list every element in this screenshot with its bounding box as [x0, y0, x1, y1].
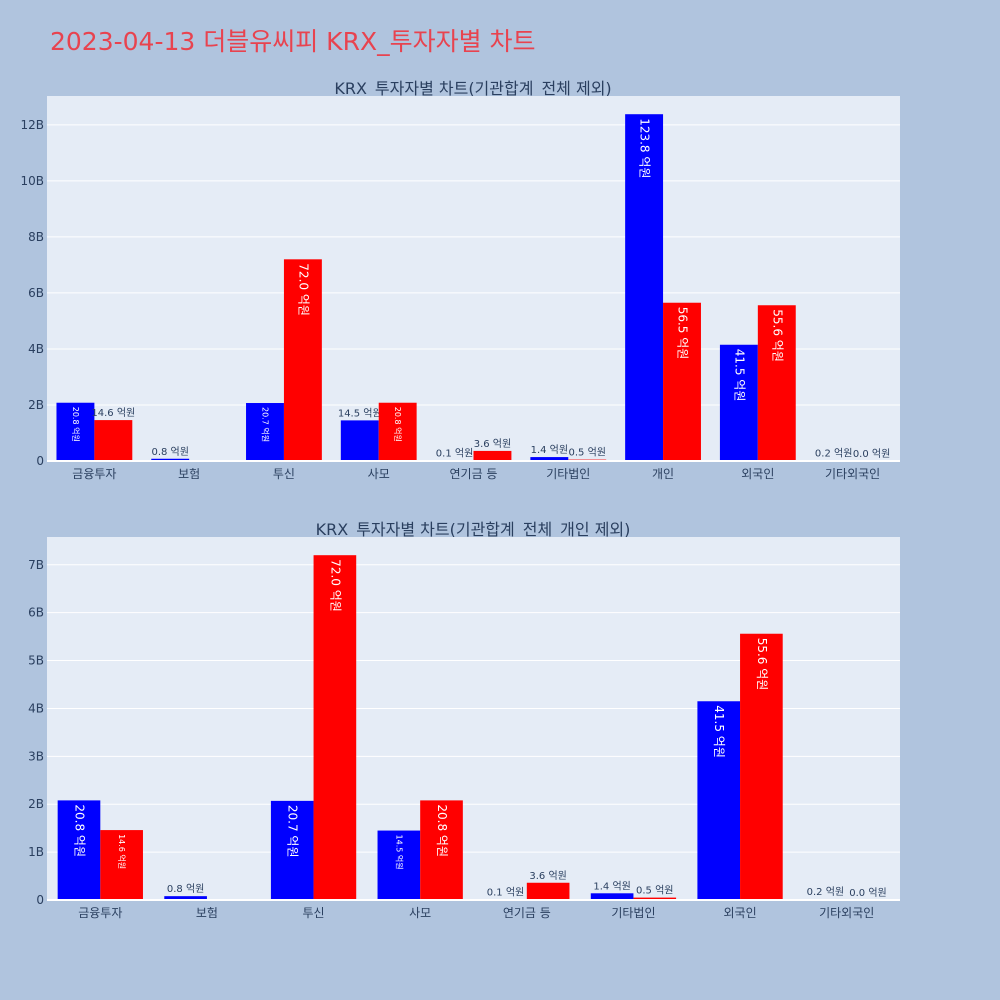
y-tick-label: 5B	[28, 654, 44, 668]
bar	[740, 633, 783, 900]
bar	[719, 344, 758, 461]
x-tick-label: 보험	[196, 906, 218, 920]
data-label: 0.1 억원	[436, 448, 473, 460]
y-tick-label: 6B	[28, 286, 44, 300]
data-label: 20.7 억원	[260, 407, 270, 442]
y-tick-label: 8B	[28, 230, 44, 244]
bar	[283, 259, 322, 461]
bar	[530, 457, 569, 461]
data-label: 56.5 억원	[676, 307, 690, 360]
bar	[663, 302, 701, 461]
y-tick-label: 4B	[28, 342, 44, 356]
x-tick-label: 보험	[178, 467, 200, 481]
x-tick-label: 외국인	[741, 467, 774, 481]
bar	[94, 420, 133, 461]
x-tick-label: 개인	[652, 467, 674, 481]
data-label: 0.0 억원	[853, 448, 890, 460]
data-label: 41.5 억원	[712, 705, 726, 758]
data-label: 0.1 억원	[487, 887, 524, 899]
x-tick-label: 사모	[409, 906, 431, 920]
bar	[633, 897, 677, 900]
bar	[625, 114, 664, 462]
y-tick-label: 2B	[28, 398, 44, 412]
data-label: 20.8 억원	[71, 407, 81, 442]
x-tick-label: 투신	[273, 467, 295, 481]
data-label: 14.5 억원	[394, 835, 404, 870]
x-tick-label: 기타법인	[546, 467, 590, 481]
data-label: 14.6 억원	[91, 407, 135, 419]
bar	[164, 896, 207, 900]
bar	[56, 402, 95, 461]
y-tick-label: 4B	[28, 701, 44, 715]
data-label: 20.8 억원	[435, 804, 449, 857]
bar	[757, 305, 796, 461]
data-label: 20.7 억원	[286, 805, 300, 858]
chart-bottom: KRX_투자자별 차트(기관합계_전체_개인 제외) 0 1B 2B 3B 4B 5B 6B…	[28, 520, 900, 920]
data-label: 14.5 억원	[338, 407, 382, 419]
data-label: 55.6 억원	[770, 309, 784, 362]
bar	[57, 800, 101, 900]
data-label: 0.8 억원	[151, 446, 188, 458]
bar	[473, 450, 512, 461]
y-tick-label: 7B	[28, 558, 44, 572]
bar	[151, 458, 190, 461]
data-label: 20.8 억원	[72, 804, 86, 857]
data-label: 14.6 억원	[117, 834, 127, 869]
x-tick-label: 기타외국인	[819, 906, 874, 920]
data-label: 0.8 억원	[167, 883, 204, 895]
data-label: 55.6 억원	[755, 638, 769, 691]
data-label: 3.6 억원	[474, 438, 511, 450]
y-tick-label: 3B	[28, 749, 44, 763]
bar	[420, 800, 463, 900]
data-label: 20.8 억원	[393, 407, 403, 442]
bar	[340, 420, 379, 461]
bar	[526, 882, 570, 900]
bar	[313, 555, 357, 900]
y-tick-label: 6B	[28, 606, 44, 620]
x-tick-label: 투신	[303, 906, 325, 920]
y-tick-label: 10B	[20, 174, 44, 188]
data-label: 0.2 억원	[815, 447, 852, 459]
y-tick-label: 0	[36, 893, 44, 907]
data-label: 0.0 억원	[849, 887, 886, 899]
x-tick-label: 외국인	[724, 906, 757, 920]
y-tick-label: 0	[36, 454, 44, 468]
bar	[590, 893, 634, 900]
data-label: 72.0 억원	[328, 559, 342, 612]
data-label: 41.5 억원	[732, 349, 746, 402]
x-tick-label: 금융투자	[72, 467, 116, 481]
chart-title: KRX_투자자별 차트(기관합계_전체 제외)	[334, 79, 611, 99]
y-tick-label: 12B	[20, 118, 44, 132]
y-tick-label: 2B	[28, 797, 44, 811]
chart-title: KRX_투자자별 차트(기관합계_전체_개인 제외)	[316, 520, 631, 540]
x-tick-label: 기타법인	[611, 906, 655, 920]
chart-top: KRX_투자자별 차트(기관합계_전체 제외) 0 2B 4B 6B 8B 10B 12B 금…	[20, 79, 900, 481]
bar	[270, 800, 314, 900]
page-title: 2023-04-13 더블유씨피 KRX_투자자별 차트	[50, 27, 536, 56]
bar	[378, 402, 417, 461]
bar	[246, 403, 284, 461]
data-label: 1.4 억원	[531, 444, 568, 456]
bar	[100, 830, 143, 900]
x-tick-label: 기타외국인	[825, 467, 880, 481]
x-tick-label: 사모	[368, 467, 390, 481]
data-label: 0.2 억원	[807, 886, 844, 898]
bar	[377, 830, 421, 900]
data-label: 1.4 억원	[593, 880, 630, 892]
x-tick-label: 연기금 등	[450, 467, 498, 481]
data-label: 123.8 억원	[638, 118, 652, 178]
x-tick-label: 금융투자	[78, 906, 122, 920]
data-label: 0.5 억원	[568, 447, 605, 459]
bar	[697, 701, 741, 900]
data-label: 3.6 억원	[529, 870, 566, 882]
data-label: 72.0 억원	[296, 263, 310, 316]
y-tick-label: 1B	[28, 845, 44, 859]
x-tick-label: 연기금 등	[503, 906, 551, 920]
data-label: 0.5 억원	[636, 885, 673, 897]
